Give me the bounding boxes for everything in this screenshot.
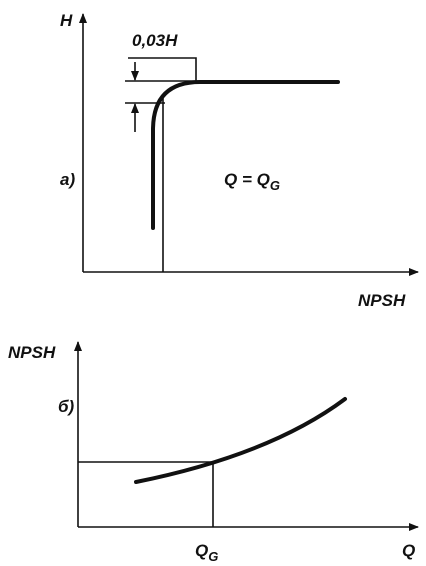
panel-label: a) <box>60 170 75 189</box>
tolerance-bracket <box>128 57 197 81</box>
panel-label: б) <box>58 397 75 416</box>
y-label: H <box>60 11 73 30</box>
bottom-panel: NPSH б) QG Q <box>8 341 419 564</box>
condition-main: Q = Q <box>224 170 270 189</box>
x-label: NPSH <box>358 291 406 310</box>
x-label: Q <box>402 541 415 560</box>
marker-label: QG <box>195 541 218 564</box>
marker-main: Q <box>195 541 208 560</box>
tolerance-label: 0,03H <box>132 31 178 50</box>
condition: Q = QG <box>224 170 280 193</box>
curve <box>151 80 340 230</box>
reference-lines <box>78 461 214 527</box>
curve <box>134 397 347 484</box>
top-panel: H 0,03H a) Q = QG NPSH <box>60 11 419 310</box>
condition-sub: G <box>270 178 280 193</box>
y-label: NPSH <box>8 343 56 362</box>
marker-sub: G <box>208 549 218 564</box>
